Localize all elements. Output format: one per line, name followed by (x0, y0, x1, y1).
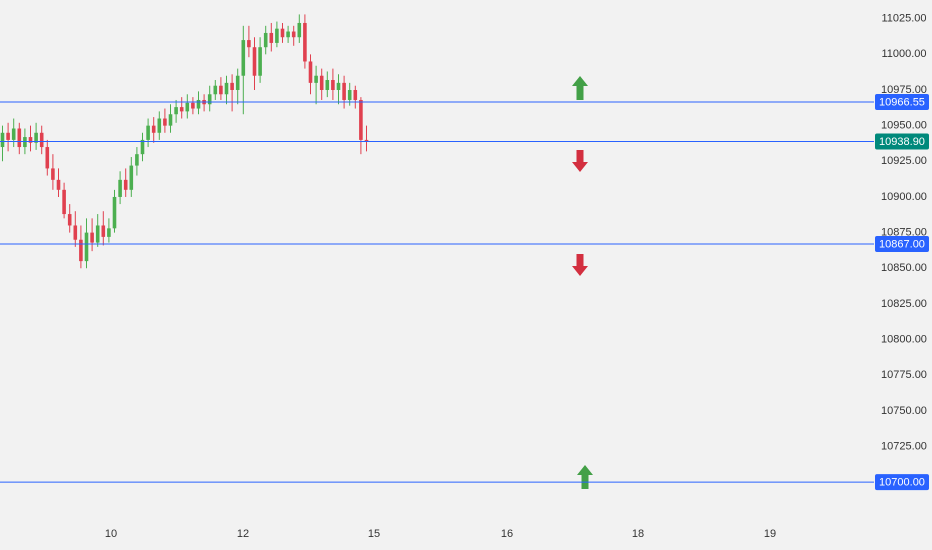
candle-body (230, 82, 234, 90)
candle-body (258, 47, 262, 76)
level-label-box (875, 474, 929, 491)
candle-body (241, 40, 246, 76)
candle-body (247, 40, 251, 48)
y-tick-label: 10900.00 (881, 191, 927, 203)
y-tick-label: 10975.00 (881, 84, 927, 96)
candle-body (79, 239, 83, 262)
candle-body (191, 102, 195, 109)
y-tick-label: 10925.00 (881, 155, 927, 167)
arrow-down (572, 150, 588, 172)
candle-body (90, 232, 94, 243)
y-tick-label: 10950.00 (881, 120, 927, 132)
y-tick-label: 10750.00 (881, 405, 927, 417)
arrow-up (577, 465, 593, 489)
candle-body (67, 214, 72, 226)
candle-body (179, 107, 184, 112)
candle-body (168, 114, 173, 126)
y-tick-label: 11025.00 (881, 13, 926, 25)
candle-body (224, 82, 229, 95)
y-tick-label: 10775.00 (881, 369, 927, 381)
candle-body (219, 85, 223, 95)
candle-body (146, 125, 150, 140)
candle-body (73, 225, 78, 240)
candle-body (252, 47, 257, 76)
level-label: 10700.00 (879, 477, 925, 489)
candle-body (174, 107, 178, 115)
candle-body (263, 32, 268, 48)
candle-body (0, 132, 5, 148)
candle-body (325, 80, 330, 90)
candle-body (347, 89, 352, 100)
candle-body (135, 154, 139, 166)
y-tick-label: 10725.00 (881, 440, 927, 452)
level-label-box (875, 236, 929, 253)
candle-body (95, 225, 100, 243)
level-label: 10966.55 (879, 96, 925, 108)
candle-body (353, 89, 358, 100)
candle-body (34, 132, 38, 143)
level-label: 10938.90 (879, 136, 925, 148)
y-tick-label: 11000.00 (881, 48, 926, 60)
candle-body (163, 118, 167, 126)
candle-body (56, 179, 61, 190)
candle-body (62, 189, 66, 215)
arrow-up (572, 76, 588, 100)
candle-body (84, 232, 89, 262)
candle-body (291, 31, 296, 38)
candle-body (28, 137, 33, 143)
candle-body (118, 179, 122, 197)
candle-body (303, 22, 307, 62)
y-tick-label: 10825.00 (881, 298, 927, 310)
candle-body (23, 137, 27, 148)
candle-body (359, 99, 363, 140)
candle-body (297, 22, 302, 38)
candle-body (308, 61, 313, 83)
candle-body (213, 85, 218, 95)
candle-body (286, 31, 290, 38)
x-tick-label: 12 (237, 528, 249, 540)
candle-body (11, 128, 16, 140)
x-tick-label: 16 (501, 528, 513, 540)
x-tick-label: 15 (368, 528, 380, 540)
level-label-box (875, 94, 929, 111)
candle-body (51, 168, 55, 180)
candle-body (129, 165, 134, 190)
candle-body (185, 102, 190, 112)
candle-body (123, 179, 128, 190)
level-label-box (875, 133, 929, 150)
candle-body (6, 132, 10, 140)
x-tick-label: 18 (632, 528, 644, 540)
candle-body (45, 147, 50, 169)
candle-body (331, 80, 335, 90)
arrow-down (572, 254, 588, 276)
candle-body (235, 75, 240, 90)
candle-body (107, 228, 111, 237)
candle-body (342, 82, 346, 100)
level-label: 10867.00 (879, 238, 925, 250)
candle-body (151, 125, 156, 133)
candle-body (207, 94, 212, 105)
candle-body (39, 132, 44, 148)
candle-body (336, 82, 341, 90)
candle-body (157, 118, 162, 133)
candle-body (140, 139, 145, 155)
y-tick-label: 10800.00 (881, 333, 927, 345)
candle-body (112, 196, 117, 229)
x-tick-label: 10 (105, 528, 117, 540)
y-tick-label: 10875.00 (881, 227, 927, 239)
candle-body (196, 99, 201, 109)
candle-body (314, 75, 318, 83)
signal-arrows (572, 76, 593, 489)
x-tick-label: 19 (764, 528, 776, 540)
candle-body (269, 32, 274, 43)
candle-body (280, 28, 285, 38)
candle-body (17, 128, 22, 148)
candle-body (275, 28, 279, 43)
y-tick-label: 10850.00 (881, 262, 927, 274)
candle-body (101, 225, 106, 237)
candle-body (364, 139, 369, 142)
candle-body (319, 75, 324, 90)
